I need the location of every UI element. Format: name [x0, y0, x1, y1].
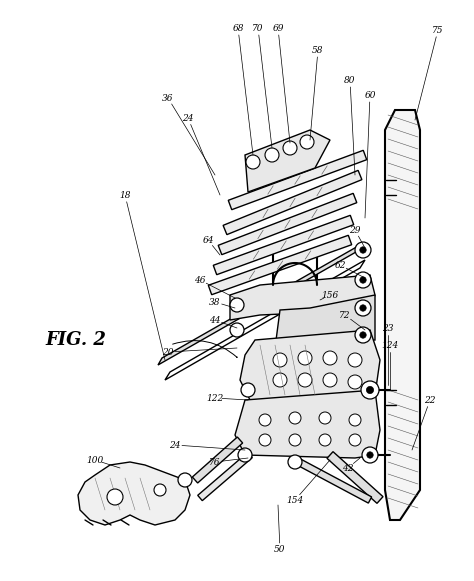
Polygon shape: [385, 110, 420, 520]
Circle shape: [107, 489, 123, 505]
Polygon shape: [275, 295, 375, 348]
Circle shape: [289, 412, 301, 424]
Circle shape: [349, 434, 361, 446]
Circle shape: [323, 373, 337, 387]
Text: 20: 20: [162, 347, 174, 357]
Text: 24: 24: [169, 440, 181, 450]
Circle shape: [283, 141, 297, 155]
Circle shape: [246, 155, 260, 169]
Circle shape: [288, 455, 302, 469]
Text: 75: 75: [432, 26, 444, 34]
Text: 124: 124: [382, 340, 399, 350]
Polygon shape: [165, 260, 365, 380]
Circle shape: [265, 148, 279, 162]
Polygon shape: [198, 453, 252, 501]
Circle shape: [367, 452, 373, 458]
Text: 46: 46: [194, 275, 206, 285]
Circle shape: [360, 277, 366, 283]
Text: 50: 50: [274, 546, 286, 554]
Circle shape: [355, 242, 371, 258]
Circle shape: [259, 414, 271, 426]
Polygon shape: [223, 170, 362, 235]
Circle shape: [348, 375, 362, 389]
Polygon shape: [158, 245, 360, 365]
Circle shape: [360, 247, 366, 253]
Polygon shape: [293, 457, 372, 503]
Polygon shape: [230, 275, 375, 320]
Circle shape: [349, 414, 361, 426]
Circle shape: [360, 332, 366, 338]
Text: 62: 62: [334, 260, 346, 270]
Polygon shape: [218, 193, 357, 254]
Text: 24: 24: [182, 113, 194, 123]
Polygon shape: [245, 130, 330, 192]
Polygon shape: [228, 150, 367, 210]
Text: 42: 42: [342, 464, 354, 472]
Text: 58: 58: [312, 45, 324, 55]
Circle shape: [300, 135, 314, 149]
Text: 100: 100: [86, 456, 104, 464]
Text: 70: 70: [252, 23, 264, 33]
Circle shape: [273, 373, 287, 387]
Circle shape: [154, 484, 166, 496]
Text: 122: 122: [206, 393, 224, 403]
Circle shape: [361, 381, 379, 399]
Polygon shape: [327, 451, 383, 503]
Polygon shape: [213, 216, 354, 275]
Text: 36: 36: [162, 94, 174, 102]
Circle shape: [355, 300, 371, 316]
Circle shape: [298, 351, 312, 365]
Circle shape: [241, 383, 255, 397]
Circle shape: [360, 305, 366, 311]
Text: 64: 64: [202, 235, 214, 245]
Circle shape: [362, 447, 378, 463]
Circle shape: [355, 327, 371, 343]
Text: 23: 23: [382, 324, 394, 332]
Circle shape: [289, 434, 301, 446]
Text: 80: 80: [344, 76, 356, 84]
FancyArrowPatch shape: [173, 340, 237, 357]
Text: FIG. 2: FIG. 2: [45, 331, 106, 349]
Text: 29: 29: [349, 225, 361, 235]
Polygon shape: [78, 462, 190, 525]
Text: 68: 68: [232, 23, 244, 33]
Text: 38: 38: [209, 297, 221, 307]
Circle shape: [366, 386, 374, 393]
Text: 22: 22: [424, 396, 436, 404]
Circle shape: [230, 298, 244, 312]
Circle shape: [348, 353, 362, 367]
Circle shape: [319, 434, 331, 446]
Circle shape: [259, 434, 271, 446]
Circle shape: [355, 272, 371, 288]
Text: 44: 44: [209, 315, 221, 325]
Text: 76: 76: [209, 457, 221, 467]
Text: 60: 60: [364, 91, 376, 99]
Circle shape: [178, 473, 192, 487]
Polygon shape: [208, 235, 352, 295]
Polygon shape: [240, 330, 380, 400]
Circle shape: [273, 353, 287, 367]
Circle shape: [238, 448, 252, 462]
Text: 154: 154: [286, 496, 304, 504]
Circle shape: [230, 323, 244, 337]
Circle shape: [319, 412, 331, 424]
Circle shape: [323, 351, 337, 365]
Text: 72: 72: [339, 310, 351, 320]
Circle shape: [298, 373, 312, 387]
Text: 18: 18: [119, 191, 131, 199]
Text: 69: 69: [272, 23, 284, 33]
Polygon shape: [192, 437, 243, 483]
Polygon shape: [235, 390, 380, 458]
Text: 156: 156: [321, 290, 338, 299]
